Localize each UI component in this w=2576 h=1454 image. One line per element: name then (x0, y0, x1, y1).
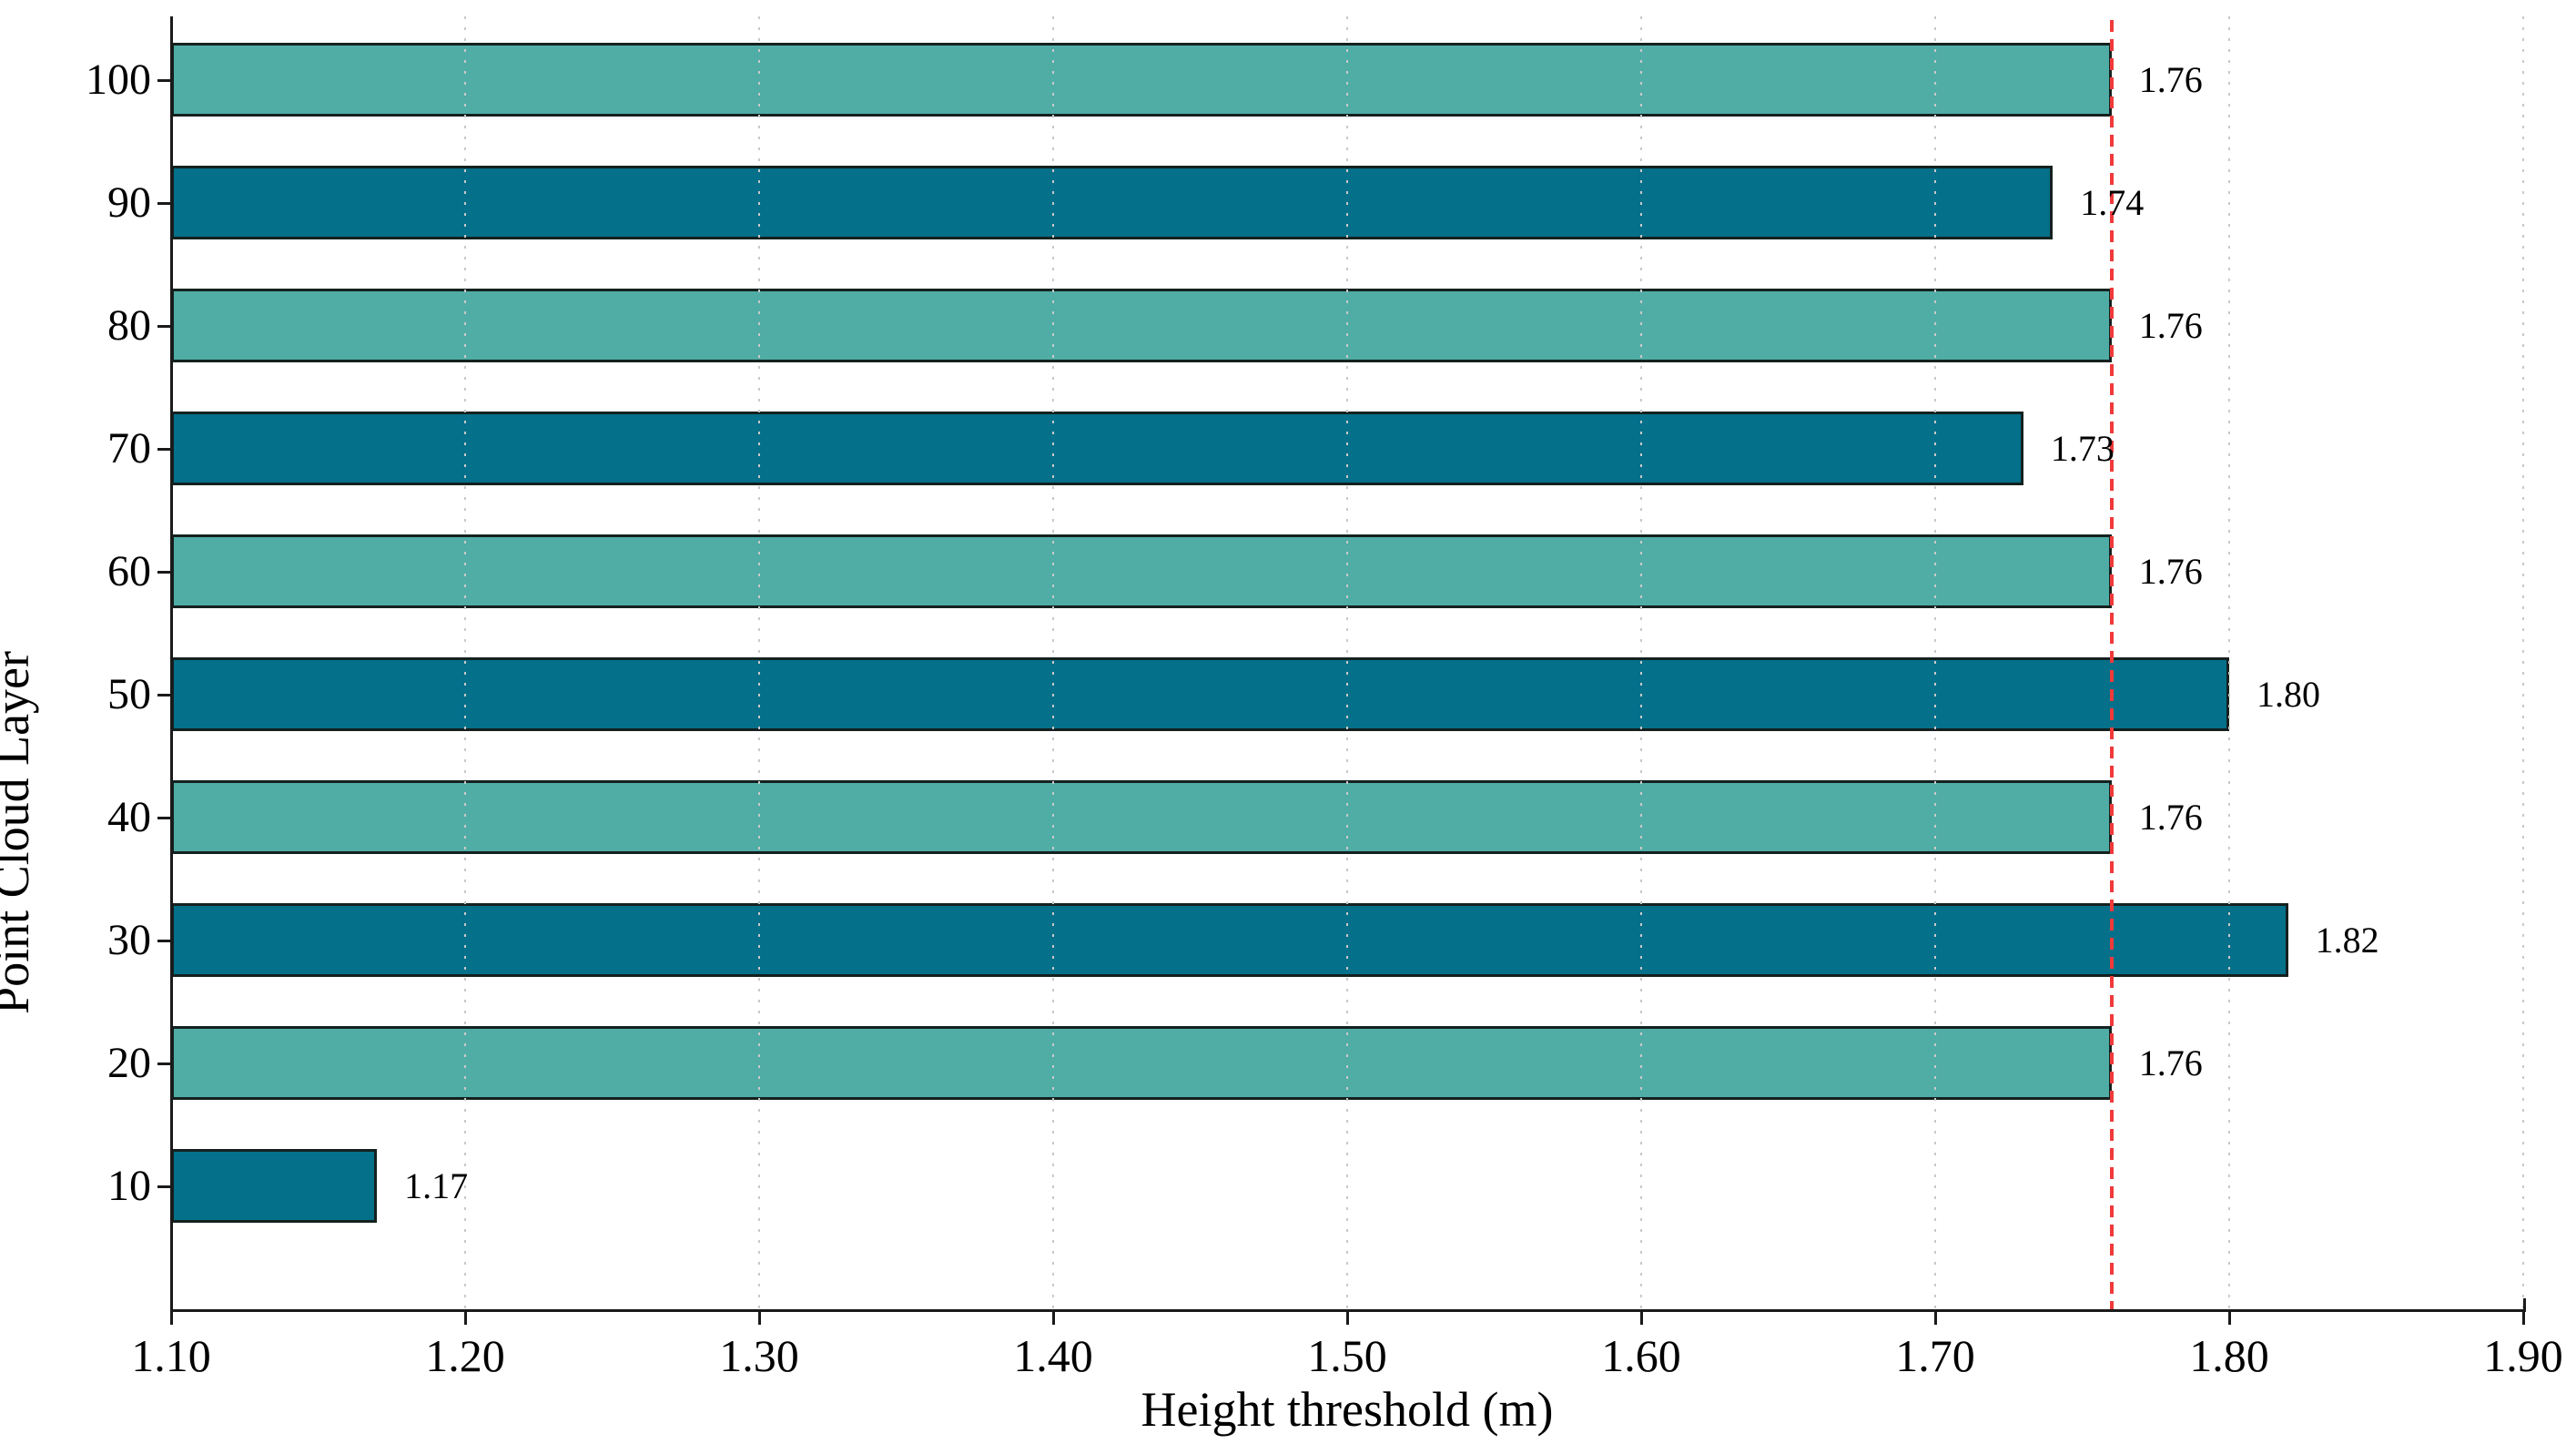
x-tick-mark-1.90 (2522, 1312, 2525, 1325)
gridline-x-1.40 (1052, 16, 1054, 1309)
y-tick-mark-40 (157, 816, 171, 819)
x-tick-label-1.10: 1.10 (131, 1330, 211, 1381)
gridline-x-1.70 (1934, 16, 1936, 1309)
bar-value-label-30: 1.82 (2315, 920, 2379, 961)
x-tick-label-1.30: 1.30 (719, 1330, 799, 1381)
x-tick-mark-1.80 (2228, 1312, 2231, 1325)
x-tick-label-1.50: 1.50 (1307, 1330, 1387, 1381)
y-tick-mark-60 (157, 570, 171, 574)
y-tick-label-30: 30 (107, 916, 151, 964)
x-tick-label-1.40: 1.40 (1013, 1330, 1093, 1381)
x-tick-mark-1.30 (758, 1312, 761, 1325)
gridline-x-1.60 (1640, 16, 1642, 1309)
bar-layer-80 (171, 289, 2112, 362)
y-tick-label-80: 80 (107, 301, 151, 350)
bar-value-label-100: 1.76 (2138, 59, 2203, 100)
y-tick-mark-90 (157, 201, 171, 205)
x-tick-mark-1.40 (1052, 1312, 1055, 1325)
x-tick-label-1.60: 1.60 (1601, 1330, 1681, 1381)
y-tick-label-40: 40 (107, 793, 151, 841)
x-tick-mark-1.70 (1934, 1312, 1937, 1325)
x-tick-label-1.20: 1.20 (425, 1330, 505, 1381)
y-tick-mark-20 (157, 1062, 171, 1065)
bar-layer-40 (171, 780, 2112, 854)
bar-value-label-70: 1.73 (2050, 428, 2115, 469)
y-tick-label-60: 60 (107, 547, 151, 595)
gridline-x-1.90 (2522, 16, 2524, 1309)
x-tick-mark-1.60 (1640, 1312, 1643, 1325)
y-tick-label-50: 50 (107, 670, 151, 718)
bar-layer-90 (171, 166, 2054, 239)
x-tick-mark-1.50 (1346, 1312, 1349, 1325)
bar-value-label-40: 1.76 (2138, 797, 2203, 838)
y-tick-label-100: 100 (86, 56, 151, 104)
y-tick-label-10: 10 (107, 1162, 151, 1210)
y-tick-label-70: 70 (107, 424, 151, 473)
x-axis-end-cap (2523, 1298, 2526, 1311)
y-tick-mark-50 (157, 693, 171, 696)
y-tick-label-20: 20 (107, 1039, 151, 1087)
x-tick-label-1.70: 1.70 (1895, 1330, 1975, 1381)
x-tick-mark-1.10 (170, 1312, 173, 1325)
y-tick-label-90: 90 (107, 178, 151, 227)
bar-layer-60 (171, 534, 2112, 608)
bar-layer-20 (171, 1026, 2112, 1100)
bar-layer-100 (171, 43, 2112, 117)
y-tick-mark-30 (157, 939, 171, 942)
y-axis-spine (170, 16, 173, 1312)
bar-value-label-80: 1.76 (2138, 305, 2203, 346)
x-axis-title: Height threshold (m) (1141, 1382, 1554, 1437)
y-tick-mark-100 (157, 78, 171, 82)
y-tick-mark-70 (157, 447, 171, 451)
gridline-x-1.80 (2228, 16, 2230, 1309)
gridline-x-1.20 (464, 16, 466, 1309)
x-tick-label-1.80: 1.80 (2189, 1330, 2269, 1381)
bar-value-label-50: 1.80 (2257, 674, 2320, 715)
bar-value-label-20: 1.76 (2138, 1042, 2203, 1083)
bar-layer-50 (171, 657, 2229, 731)
y-tick-mark-10 (157, 1185, 171, 1188)
bar-value-label-90: 1.74 (2080, 182, 2145, 223)
plot-area: 1.10 1.20 1.30 1.40 1.50 1.60 1.70 1.80 1.90 1.76… (86, 16, 2563, 1381)
bar-value-label-10: 1.17 (404, 1165, 469, 1206)
bar-value-label-60: 1.76 (2138, 551, 2203, 592)
y-tick-mark-80 (157, 324, 171, 328)
reference-line (2109, 20, 2114, 1309)
gridline-x-1.30 (758, 16, 760, 1309)
x-tick-label-1.90: 1.90 (2483, 1330, 2563, 1381)
x-axis-spine (170, 1309, 2526, 1312)
bar-layer-70 (171, 412, 2023, 485)
bar-layer-10 (171, 1149, 378, 1223)
bar-layer-30 (171, 903, 2288, 977)
x-tick-mark-1.20 (464, 1312, 467, 1325)
gridline-x-1.50 (1346, 16, 1348, 1309)
